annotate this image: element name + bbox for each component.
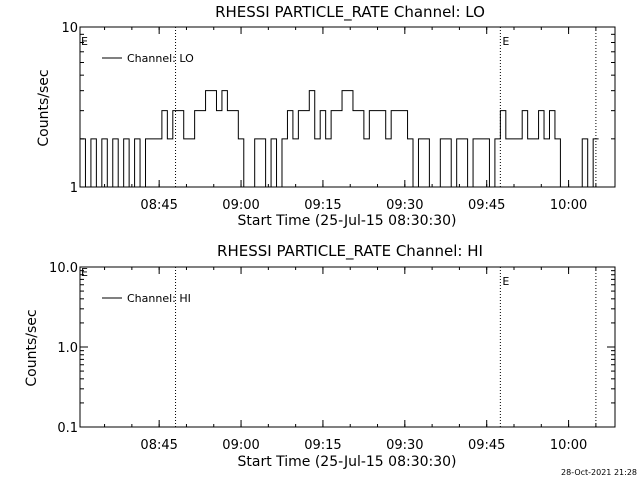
lo-chart-title: RHESSI PARTICLE_RATE Channel: LO <box>215 3 485 22</box>
hi-x-tick-label: 09:15 <box>304 438 341 453</box>
lo-plot-frame <box>79 26 616 188</box>
hi-y-tick-label: 10.0 <box>49 261 78 276</box>
lo-edge-label: E <box>81 35 88 48</box>
hi-chart-title: RHESSI PARTICLE_RATE Channel: HI <box>217 242 483 261</box>
hi-y-tick-label: 0.1 <box>57 421 78 436</box>
hi-legend-label: Channel: HI <box>127 292 191 305</box>
lo-x-axis-label: Start Time (25-Jul-15 08:30:30) <box>237 213 456 229</box>
lo-marker-group: E <box>175 27 597 187</box>
panel-lo: RHESSI PARTICLE_RATE Channel: LO E 08:45… <box>36 3 616 229</box>
hi-x-tick-label: 09:30 <box>386 438 423 453</box>
hi-x-tick-label: 10:00 <box>550 438 587 453</box>
hi-y-tick-group: 0.1 1.0 10.0 <box>49 261 615 436</box>
hi-marker-group: E <box>175 267 597 427</box>
lo-series-line <box>80 90 599 188</box>
panel-hi: RHESSI PARTICLE_RATE Channel: HI E 08:45… <box>24 242 616 470</box>
lo-y-tick-group: 1 10 <box>61 21 615 196</box>
lo-x-tick-label: 09:45 <box>468 198 505 213</box>
footer-timestamp: 28-Oct-2021 21:28 <box>561 468 637 477</box>
lo-x-tick-label: 09:15 <box>304 198 341 213</box>
hi-x-axis-label: Start Time (25-Jul-15 08:30:30) <box>237 454 456 470</box>
lo-x-tick-label: 08:45 <box>140 198 177 213</box>
lo-x-tick-label: 09:30 <box>386 198 423 213</box>
lo-series-group <box>80 90 599 188</box>
hi-x-tick-label: 09:00 <box>222 438 259 453</box>
lo-legend-label: Channel: LO <box>127 52 194 65</box>
lo-marker-label: E <box>502 35 509 48</box>
lo-x-tick-group: 08:45 09:00 09:15 09:30 09:45 10:00 <box>104 27 597 213</box>
hi-y-axis-label: Counts/sec <box>24 309 40 386</box>
hi-x-tick-group: 08:45 09:00 09:15 09:30 09:45 10:00 <box>104 267 597 453</box>
lo-y-tick-label: 1 <box>70 181 78 196</box>
lo-x-tick-label: 10:00 <box>550 198 587 213</box>
lo-y-axis-label: Counts/sec <box>36 69 52 146</box>
hi-y-tick-label: 1.0 <box>57 341 78 356</box>
hi-marker-label: E <box>502 275 509 288</box>
hi-x-tick-label: 09:45 <box>468 438 505 453</box>
hi-x-tick-label: 08:45 <box>140 438 177 453</box>
lo-y-tick-label: 10 <box>61 21 78 36</box>
lo-x-tick-label: 09:00 <box>222 198 259 213</box>
hi-edge-label: E <box>81 266 88 279</box>
